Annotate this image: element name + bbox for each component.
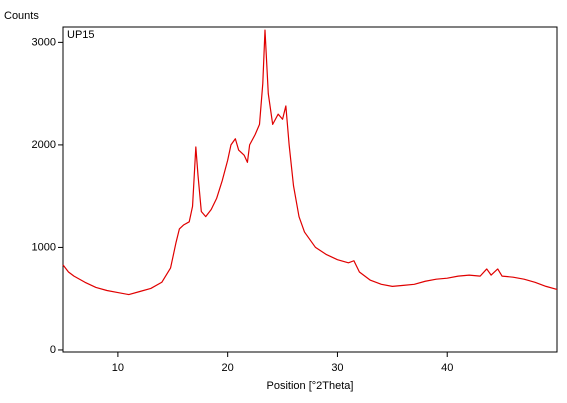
y-tick-label: 3000 <box>32 36 56 48</box>
x-axis-label: Position [°2Theta] <box>267 380 354 392</box>
y-tick-label: 2000 <box>32 139 56 151</box>
series-label: UP15 <box>67 29 95 41</box>
y-axis-label: Counts <box>4 10 39 22</box>
data-line <box>62 29 558 296</box>
plot-frame <box>62 26 558 353</box>
y-tick-label: 1000 <box>32 241 56 253</box>
x-tick-label: 10 <box>112 362 124 374</box>
x-tick-label: 40 <box>441 362 453 374</box>
y-tick-label: 0 <box>50 344 56 356</box>
x-tick-label: 20 <box>222 362 234 374</box>
x-tick-label: 30 <box>331 362 343 374</box>
